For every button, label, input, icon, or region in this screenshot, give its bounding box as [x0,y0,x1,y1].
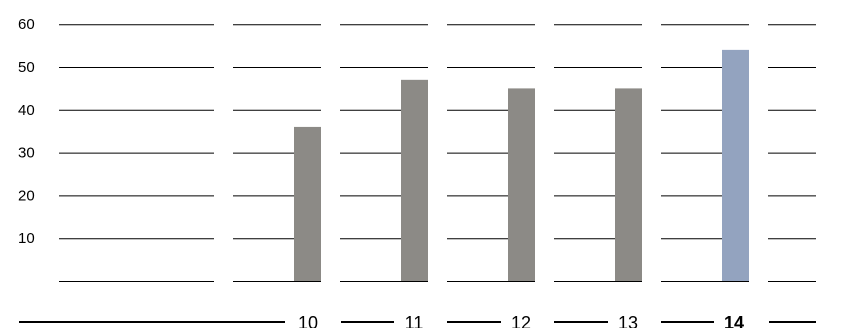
x-tick-label: 12 [511,313,531,328]
bar-14 [722,49,749,281]
x-tick-label: 11 [405,313,424,328]
y-tick-label: 50 [18,59,35,76]
x-tick-label: 10 [298,313,318,328]
y-tick-label: 30 [18,145,35,162]
y-axis: 10 20 30 40 50 60 [18,16,35,247]
bar-11 [401,79,428,281]
bar-12 [508,88,535,282]
x-tick-label: 14 [724,313,744,328]
x-tick-label: 13 [618,313,638,328]
y-tick-label: 60 [18,16,35,33]
y-tick-label: 40 [18,102,35,119]
y-tick-label: 10 [18,230,35,247]
bar-10 [294,126,321,281]
x-axis: 10 11 12 13 14 [19,313,816,328]
bar-13 [615,88,642,282]
gridlines [59,24,816,282]
y-tick-label: 20 [18,187,35,204]
bars [294,49,749,282]
